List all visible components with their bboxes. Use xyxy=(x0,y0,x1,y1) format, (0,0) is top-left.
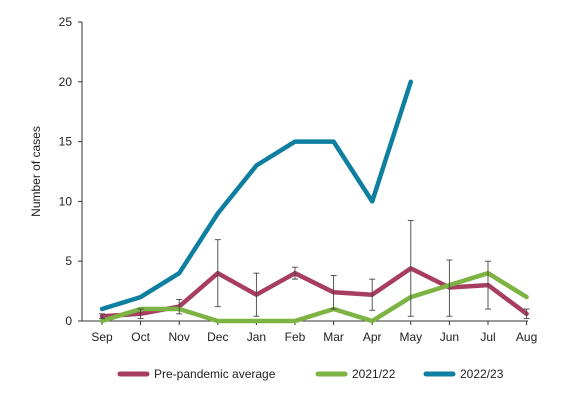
y-tick-label: 0 xyxy=(65,314,72,328)
x-tick-label: Jan xyxy=(247,330,266,344)
x-tick-label: Feb xyxy=(285,330,306,344)
x-tick-label: Dec xyxy=(207,330,228,344)
y-axis-label: Number of cases xyxy=(29,126,43,217)
series-line-2 xyxy=(99,79,414,312)
legend-label-1: 2021/22 xyxy=(352,367,396,381)
x-tick-label: Jun xyxy=(440,330,459,344)
series-line-1 xyxy=(99,270,529,324)
x-tick-label: Apr xyxy=(363,330,382,344)
x-tick-label: Oct xyxy=(131,330,150,344)
legend-label-2: 2022/23 xyxy=(460,367,504,381)
y-tick-label: 20 xyxy=(59,75,73,89)
x-tick-label: Mar xyxy=(323,330,344,344)
y-tick-label: 10 xyxy=(59,194,73,208)
x-tick-label: Jul xyxy=(480,330,495,344)
y-tick-label: 5 xyxy=(65,254,72,268)
y-tick-label: 25 xyxy=(59,15,73,29)
x-tick-label: Aug xyxy=(516,330,537,344)
x-tick-label: May xyxy=(399,330,422,344)
legend-label-0: Pre-pandemic average xyxy=(154,367,276,381)
y-tick-label: 15 xyxy=(59,135,73,149)
x-tick-label: Nov xyxy=(169,330,190,344)
x-tick-label: Sep xyxy=(91,330,113,344)
